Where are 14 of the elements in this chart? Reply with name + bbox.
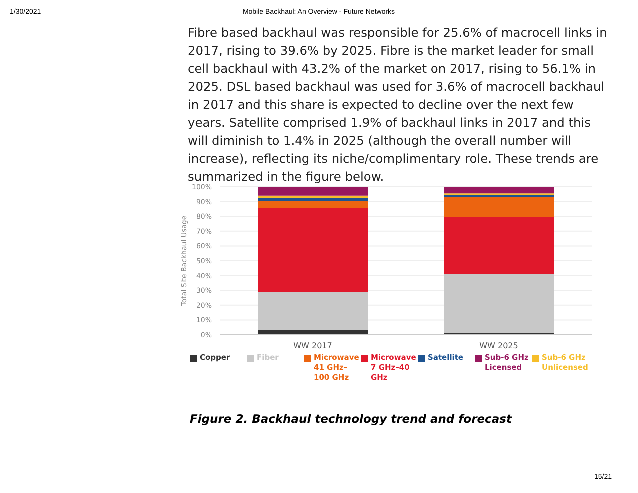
bar xyxy=(258,201,368,208)
x-tick-label: WW 2017 xyxy=(294,342,332,351)
bar xyxy=(258,292,368,331)
caption: Figure 2. Backhaul technology trend and forecast xyxy=(190,412,512,426)
text: Fibre based backhaul was responsible for 25.6% of macrocell links in 2017, rising to 39.6% by 2025. Fibre is the market leader for small cell backhaul with 43.2% of the market on 2017, rising to 56.1% in 2025. DSL based backhaul was used for 3.6% of macrocell backhaul in 2017 and this share is expected to decline over the next few years. Satellite comprised 1.9% of backhaul links in 2017 and this will diminish to 1.4% in 2025 (although the overall number will increase), reflecting its niche/complimentary role. These trends are summarized in the figure below. xyxy=(188,26,608,184)
bar xyxy=(444,187,554,194)
bar xyxy=(258,187,368,196)
bar xyxy=(258,330,368,335)
bar xyxy=(444,197,554,218)
bar xyxy=(258,198,368,202)
bar xyxy=(258,208,368,292)
bar xyxy=(444,217,554,274)
bar xyxy=(258,196,368,198)
x-tick-label: WW 2025 xyxy=(480,342,518,351)
